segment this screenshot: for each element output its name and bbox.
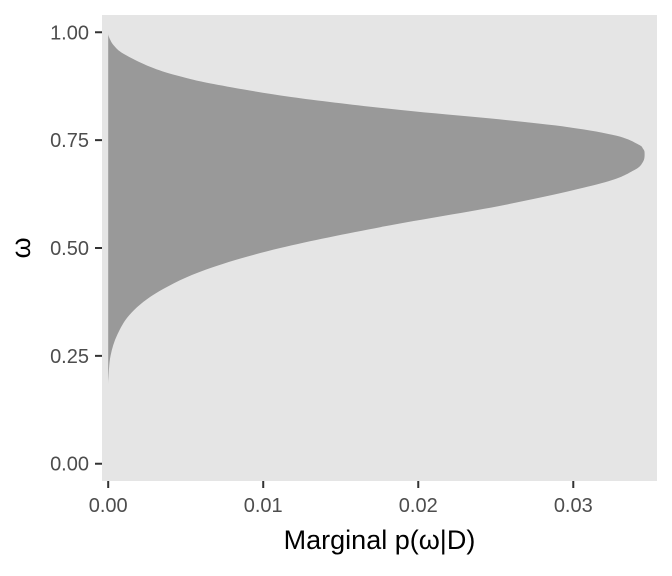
x-tick-label: 0.01 bbox=[244, 495, 283, 517]
x-axis-title: Marginal p(ω|D) bbox=[284, 525, 476, 555]
x-tick-label: 0.02 bbox=[399, 495, 438, 517]
y-tick-label: 1.00 bbox=[50, 22, 89, 44]
x-tick-label: 0.03 bbox=[554, 495, 593, 517]
x-tick-label: 0.00 bbox=[89, 495, 128, 517]
y-tick-label: 0.75 bbox=[50, 130, 89, 152]
density-area bbox=[108, 32, 645, 387]
density-area-layer bbox=[108, 32, 645, 387]
x-axis: 0.00 0.01 0.02 0.03 bbox=[89, 481, 593, 517]
y-tick-label: 0.50 bbox=[50, 238, 89, 260]
y-axis: 0.00 0.25 0.50 0.75 1.00 bbox=[50, 22, 102, 476]
y-tick-label: 0.25 bbox=[50, 346, 89, 368]
y-axis-title: ω bbox=[6, 237, 36, 258]
y-tick-label: 0.00 bbox=[50, 454, 89, 476]
